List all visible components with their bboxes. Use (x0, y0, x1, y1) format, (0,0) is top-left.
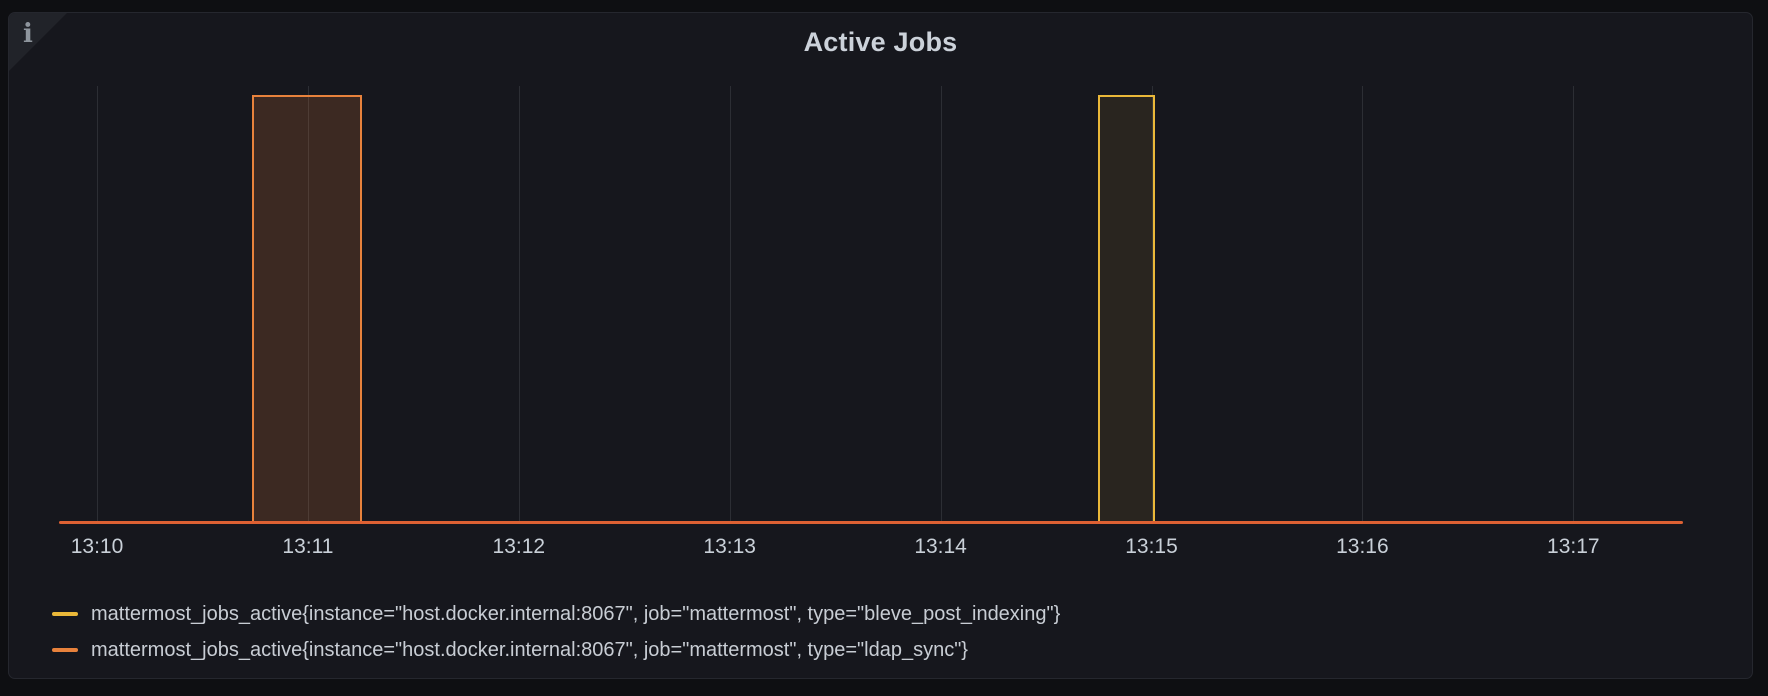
series-pulse-bar (1097, 94, 1155, 524)
legend-series-marker (52, 648, 78, 652)
panel-title[interactable]: Active Jobs (803, 27, 958, 57)
x-gridline (1362, 86, 1364, 522)
x-axis-tick-label: 13:10 (70, 535, 124, 558)
zero-value-line (59, 521, 1683, 524)
x-gridline (518, 86, 520, 522)
x-axis-tick-label: 13:13 (703, 535, 756, 558)
x-axis-tick-label: 13:14 (914, 535, 967, 558)
x-gridline (307, 86, 309, 522)
x-gridline (1573, 86, 1575, 522)
x-axis-tick-label: 13:15 (1125, 535, 1178, 558)
x-axis-tick-label: 13:17 (1547, 535, 1600, 558)
time-series-graph[interactable]: 13:10 13:11 13:12 13:13 13:14 13:15 13:16 13:17 (9, 13, 1752, 678)
legend-item-bleve-post-indexing[interactable]: mattermost_jobs_active{instance="host.do… (52, 596, 1060, 632)
legend-series-label: mattermost_jobs_active{instance="host.do… (91, 602, 1061, 625)
legend-series-label: mattermost_jobs_active{instance="host.do… (91, 638, 968, 661)
x-gridline (1151, 86, 1153, 522)
x-axis-tick-label: 13:12 (492, 535, 546, 558)
chart-legend: mattermost_jobs_active{instance="host.do… (52, 596, 1060, 668)
info-icon: i (23, 19, 33, 49)
x-axis-tick-label: 13:16 (1336, 535, 1389, 558)
series-pulse-bar (252, 94, 362, 524)
x-axis-tick-label: 13:11 (282, 535, 334, 558)
legend-item-ldap-sync[interactable]: mattermost_jobs_active{instance="host.do… (52, 632, 1060, 668)
legend-series-marker (52, 612, 78, 616)
x-gridline (729, 86, 731, 522)
grafana-panel-active-jobs: i Active Jobs 13:10 13:11 13:12 13:13 13:14 1… (8, 12, 1753, 679)
x-gridline (940, 86, 942, 522)
x-gridline (97, 86, 98, 522)
panel-header: Active Jobs (9, 27, 1752, 58)
